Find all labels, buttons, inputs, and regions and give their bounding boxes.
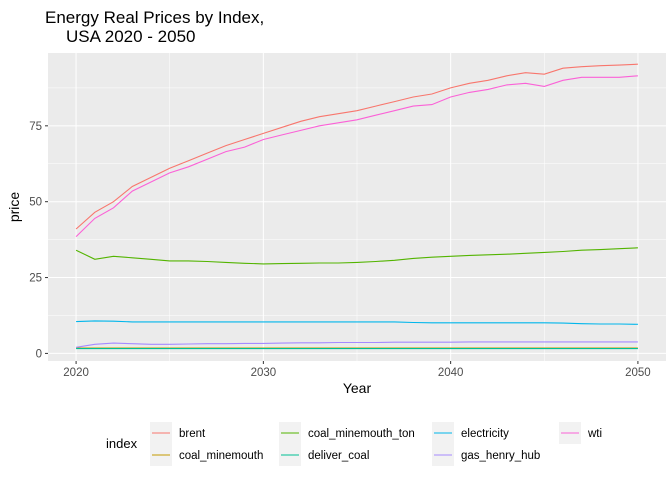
x-axis-ticks: 2020 2030 2040 2050 bbox=[63, 361, 651, 379]
x-tick-label: 2040 bbox=[438, 367, 464, 379]
chart-title-line-2: USA 2020 - 2050 bbox=[66, 27, 195, 46]
y-axis-title: price bbox=[6, 192, 22, 223]
series-line-gas_henry_hub bbox=[76, 341, 638, 348]
y-tick-label: 0 bbox=[36, 348, 42, 360]
x-tick-label: 2030 bbox=[251, 367, 277, 379]
series-line-coal_minemouth_ton bbox=[75, 247, 638, 265]
series-line-wti bbox=[75, 75, 638, 237]
x-tick-label: 2020 bbox=[63, 367, 89, 379]
y-tick-label: 50 bbox=[29, 197, 42, 209]
x-axis-title: Year bbox=[343, 380, 372, 396]
y-tick-label: 25 bbox=[29, 273, 42, 285]
legend-label-coal_minemouth_ton: coal_minemouth_ton bbox=[308, 428, 415, 440]
legend-label-gas_henry_hub: gas_henry_hub bbox=[461, 450, 540, 462]
legend-label-deliver_coal: deliver_coal bbox=[308, 450, 369, 462]
y-tick-label: 75 bbox=[29, 121, 42, 133]
y-axis-ticks: 0 25 50 75 bbox=[29, 121, 48, 360]
legend-label-wti: wti bbox=[587, 428, 602, 440]
grid-major bbox=[48, 53, 666, 361]
legend-title: index bbox=[106, 436, 138, 451]
chart-title-line-1: Energy Real Prices by Index, bbox=[45, 8, 264, 27]
series-line-brent bbox=[75, 63, 638, 230]
legend: brent coal_minemouth coal_minemouth_tondel… bbox=[150, 422, 602, 466]
series-line-electricity bbox=[76, 320, 638, 325]
series-lines bbox=[75, 63, 638, 350]
x-tick-label: 2050 bbox=[625, 367, 651, 379]
legend-label-coal_minemouth: coal_minemouth bbox=[179, 450, 263, 462]
legend-label-electricity: electricity bbox=[461, 428, 509, 440]
legend-label-brent: brent bbox=[179, 428, 206, 440]
grid-minor bbox=[48, 53, 666, 361]
